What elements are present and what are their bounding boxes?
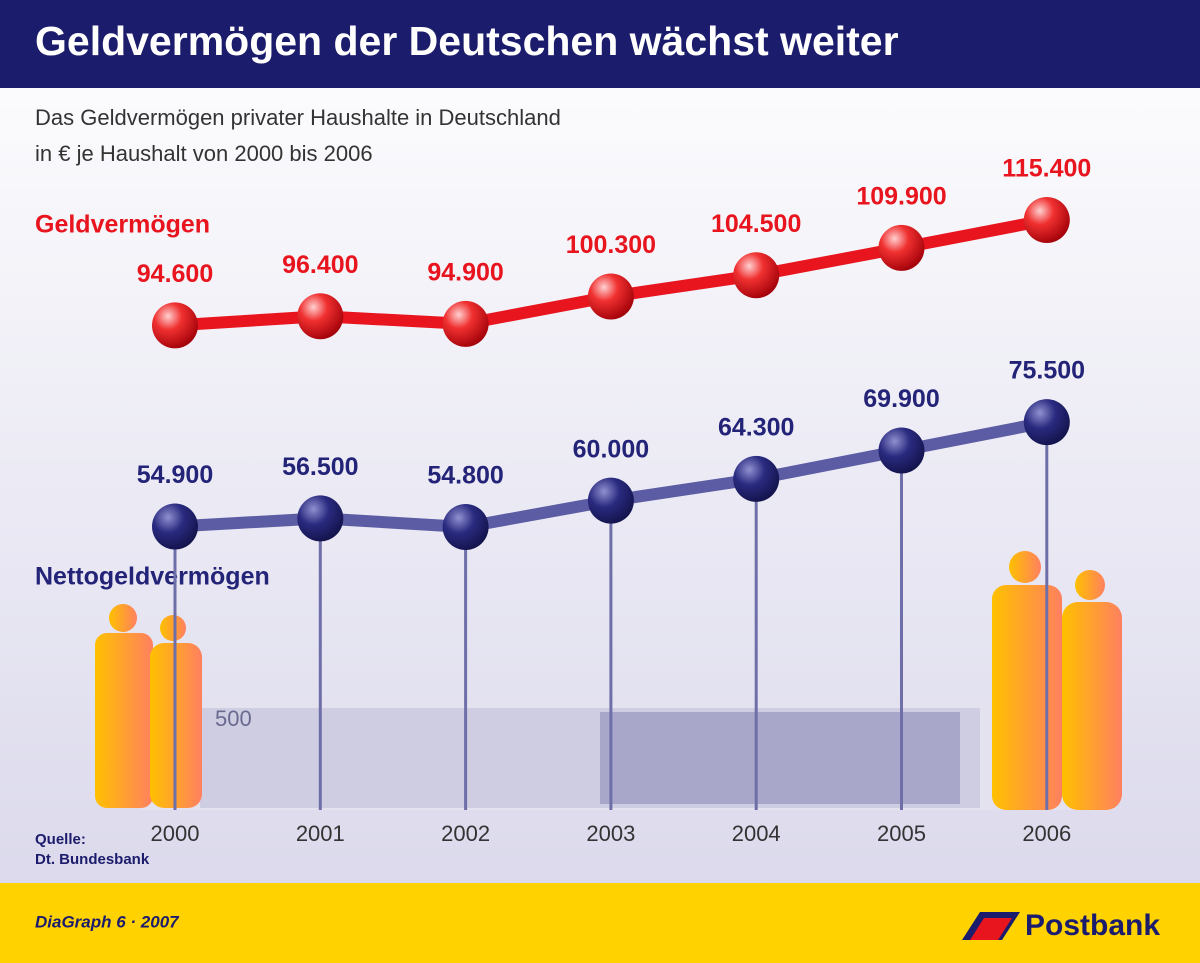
subtitle: in € je Haushalt von 2000 bis 2006 [35,141,373,166]
value-label: 94.600 [137,260,213,288]
point [297,293,344,340]
people-left [95,604,202,808]
value-label: 60.000 [573,435,649,463]
x-tick-label: 2005 [877,821,926,846]
value-label: 96.400 [282,251,358,279]
people-right [992,551,1122,810]
x-tick-label: 2000 [151,821,200,846]
point [878,224,925,271]
point [1023,399,1070,446]
brand: Postbank [1025,909,1160,942]
value-label: 75.500 [1009,357,1085,385]
x-tick-label: 2006 [1022,821,1071,846]
series-label: Geldvermögen [35,211,210,239]
title-bar [0,0,1200,88]
point [733,455,780,502]
value-label: 94.900 [427,258,503,286]
value-label: 109.900 [856,182,946,210]
point [587,477,634,524]
value-label: 64.300 [718,413,794,441]
banknote-art [600,712,960,804]
subtitle: Das Geldvermögen privater Haushalte in D… [35,105,561,130]
postbank-logo [962,912,1020,940]
chart-title: Geldvermögen der Deutschen wächst weiter [35,18,899,64]
series-label: Nettogeldvermögen [35,563,270,591]
point [442,300,489,347]
value-label: 54.900 [137,461,213,489]
footer-band [0,883,1200,963]
value-label: 115.400 [1002,155,1091,183]
point [587,273,634,320]
point [152,503,198,550]
point [297,495,344,542]
source: Dt. Bundesbank [35,851,150,868]
value-label: 69.900 [863,385,939,413]
value-label: 56.500 [282,453,358,481]
x-tick-label: 2004 [732,821,781,846]
x-tick-label: 2002 [441,821,490,846]
x-tick-label: 2001 [296,821,345,846]
x-tick-label: 2003 [586,821,635,846]
value-label: 100.300 [566,231,656,259]
point [733,252,780,299]
point [152,302,198,349]
point [878,427,925,474]
point [1023,197,1070,243]
footer-credit: DiaGraph 6 · 2007 [35,912,180,931]
point [442,504,489,550]
value-label: 104.500 [711,210,801,238]
banknote-label: 500 [215,706,252,731]
value-label: 54.800 [427,462,503,490]
source: Quelle: [35,831,86,848]
